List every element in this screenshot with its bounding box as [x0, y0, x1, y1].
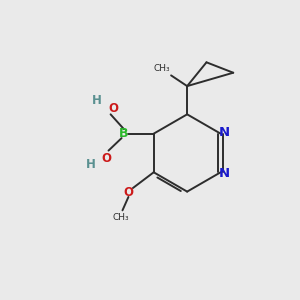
Text: O: O	[123, 186, 134, 199]
Text: CH₃: CH₃	[154, 64, 170, 73]
Text: B: B	[119, 127, 129, 140]
Text: N: N	[219, 126, 230, 139]
Text: N: N	[219, 167, 230, 180]
Text: O: O	[102, 152, 112, 165]
Text: H: H	[92, 94, 101, 107]
Text: O: O	[108, 102, 118, 115]
Text: CH₃: CH₃	[113, 213, 129, 222]
Text: H: H	[86, 158, 96, 171]
